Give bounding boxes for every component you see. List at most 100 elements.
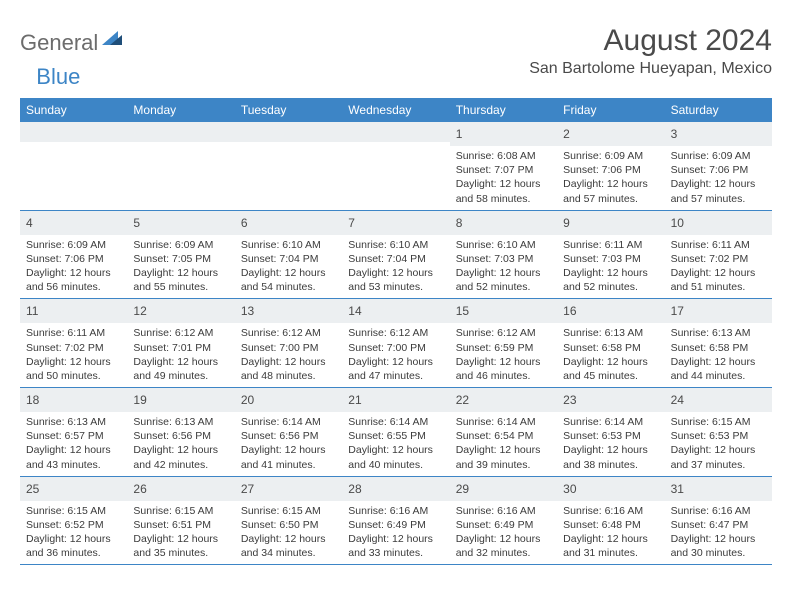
- day-number: 27: [241, 482, 254, 496]
- day-cell: 19Sunrise: 6:13 AMSunset: 6:56 PMDayligh…: [127, 388, 234, 476]
- day-cell: 21Sunrise: 6:14 AMSunset: 6:55 PMDayligh…: [342, 388, 449, 476]
- day-details: Sunrise: 6:14 AMSunset: 6:55 PMDaylight:…: [342, 412, 449, 476]
- day-cell: 16 Sunrise: 6:13 AMSunset: 6:58 PMDayligh…: [557, 299, 664, 387]
- daylight-line: Daylight: 12 hours and 48 minutes.: [241, 355, 336, 383]
- sunrise-line: Sunrise: 6:09 AM: [671, 149, 766, 163]
- sunset-line: Sunset: 7:03 PM: [563, 252, 658, 266]
- daynum-bar: 20: [235, 388, 342, 412]
- day-cell: 5Sunrise: 6:09 AMSunset: 7:05 PMDaylight…: [127, 211, 234, 299]
- sunset-line: Sunset: 7:00 PM: [348, 341, 443, 355]
- dow-friday: Friday: [557, 98, 664, 122]
- daynum-bar: 10: [665, 211, 772, 235]
- brand-logo: General: [20, 30, 126, 56]
- day-details: Sunrise: 6:10 AMSunset: 7:04 PMDaylight:…: [342, 235, 449, 299]
- daylight-line: Daylight: 12 hours and 38 minutes.: [563, 443, 658, 471]
- daynum-bar: 5: [127, 211, 234, 235]
- day-number: 12: [133, 304, 146, 318]
- day-details: Sunrise: 6:09 AMSunset: 7:06 PMDaylight:…: [557, 146, 664, 210]
- day-number: 31: [671, 482, 684, 496]
- sunrise-line: Sunrise: 6:16 AM: [456, 504, 551, 518]
- day-cell: 24Sunrise: 6:15 AMSunset: 6:53 PMDayligh…: [665, 388, 772, 476]
- day-cell: 26Sunrise: 6:15 AMSunset: 6:51 PMDayligh…: [127, 477, 234, 565]
- sunset-line: Sunset: 6:51 PM: [133, 518, 228, 532]
- daynum-bar: 16: [557, 299, 664, 323]
- sunset-line: Sunset: 6:55 PM: [348, 429, 443, 443]
- daynum-bar: 14: [342, 299, 449, 323]
- week-row: 11Sunrise: 6:11 AMSunset: 7:02 PMDayligh…: [20, 299, 772, 388]
- sunrise-line: Sunrise: 6:11 AM: [26, 326, 121, 340]
- day-details: Sunrise: 6:13 AMSunset: 6:57 PMDaylight:…: [20, 412, 127, 476]
- day-details: Sunrise: 6:11 AMSunset: 7:02 PMDaylight:…: [20, 323, 127, 387]
- daynum-bar: 27: [235, 477, 342, 501]
- week-row: 4Sunrise: 6:09 AMSunset: 7:06 PMDaylight…: [20, 211, 772, 300]
- sunset-line: Sunset: 7:07 PM: [456, 163, 551, 177]
- sunset-line: Sunset: 6:48 PM: [563, 518, 658, 532]
- sunset-line: Sunset: 6:52 PM: [26, 518, 121, 532]
- day-details: Sunrise: 6:12 AMSunset: 7:01 PMDaylight:…: [127, 323, 234, 387]
- day-details: Sunrise: 6:08 AMSunset: 7:07 PMDaylight:…: [450, 146, 557, 210]
- daynum-bar: 26: [127, 477, 234, 501]
- sunrise-line: Sunrise: 6:13 AM: [563, 326, 658, 340]
- sunset-line: Sunset: 7:06 PM: [563, 163, 658, 177]
- daynum-bar: 31: [665, 477, 772, 501]
- day-details: Sunrise: 6:10 AMSunset: 7:04 PMDaylight:…: [235, 235, 342, 299]
- daynum-bar: 9: [557, 211, 664, 235]
- day-details: Sunrise: 6:14 AMSunset: 6:53 PMDaylight:…: [557, 412, 664, 476]
- day-cell: 10Sunrise: 6:11 AMSunset: 7:02 PMDayligh…: [665, 211, 772, 299]
- dow-tuesday: Tuesday: [235, 98, 342, 122]
- dow-monday: Monday: [127, 98, 234, 122]
- calendar-page: General August 2024 San Bartolome Hueyap…: [0, 0, 792, 577]
- daylight-line: Daylight: 12 hours and 58 minutes.: [456, 177, 551, 205]
- daynum-bar: 7: [342, 211, 449, 235]
- dow-saturday: Saturday: [665, 98, 772, 122]
- sunrise-line: Sunrise: 6:10 AM: [456, 238, 551, 252]
- day-cell: 6Sunrise: 6:10 AMSunset: 7:04 PMDaylight…: [235, 211, 342, 299]
- day-details: Sunrise: 6:16 AMSunset: 6:49 PMDaylight:…: [342, 501, 449, 565]
- day-details: Sunrise: 6:13 AMSunset: 6:58 PMDaylight:…: [557, 323, 664, 387]
- sunrise-line: Sunrise: 6:09 AM: [133, 238, 228, 252]
- daylight-line: Daylight: 12 hours and 36 minutes.: [26, 532, 121, 560]
- daylight-line: Daylight: 12 hours and 54 minutes.: [241, 266, 336, 294]
- sunrise-line: Sunrise: 6:12 AM: [133, 326, 228, 340]
- daynum-bar: 28: [342, 477, 449, 501]
- day-cell: 8Sunrise: 6:10 AMSunset: 7:03 PMDaylight…: [450, 211, 557, 299]
- day-cell: 28Sunrise: 6:16 AMSunset: 6:49 PMDayligh…: [342, 477, 449, 565]
- day-details: Sunrise: 6:14 AMSunset: 6:56 PMDaylight:…: [235, 412, 342, 476]
- daynum-bar: 2: [557, 122, 664, 146]
- day-cell: 7 Sunrise: 6:10 AMSunset: 7:04 PMDaylight…: [342, 211, 449, 299]
- daynum-bar: 17: [665, 299, 772, 323]
- sunrise-line: Sunrise: 6:14 AM: [241, 415, 336, 429]
- day-number: 7: [348, 216, 355, 230]
- daylight-line: Daylight: 12 hours and 45 minutes.: [563, 355, 658, 383]
- daylight-line: Daylight: 12 hours and 55 minutes.: [133, 266, 228, 294]
- brand-triangle-icon: [102, 29, 124, 52]
- daynum-bar: 3: [665, 122, 772, 146]
- sunset-line: Sunset: 6:58 PM: [671, 341, 766, 355]
- daylight-line: Daylight: 12 hours and 42 minutes.: [133, 443, 228, 471]
- day-number: 22: [456, 393, 469, 407]
- day-cell: 13Sunrise: 6:12 AMSunset: 7:00 PMDayligh…: [235, 299, 342, 387]
- day-number: 26: [133, 482, 146, 496]
- day-details: Sunrise: 6:15 AMSunset: 6:52 PMDaylight:…: [20, 501, 127, 565]
- empty-daynum-bar: [20, 122, 127, 142]
- daylight-line: Daylight: 12 hours and 31 minutes.: [563, 532, 658, 560]
- day-cell: 27Sunrise: 6:15 AMSunset: 6:50 PMDayligh…: [235, 477, 342, 565]
- daynum-bar: 4: [20, 211, 127, 235]
- day-cell: [20, 122, 127, 210]
- sunrise-line: Sunrise: 6:14 AM: [563, 415, 658, 429]
- day-details: Sunrise: 6:11 AMSunset: 7:03 PMDaylight:…: [557, 235, 664, 299]
- sunrise-line: Sunrise: 6:13 AM: [133, 415, 228, 429]
- sunrise-line: Sunrise: 6:15 AM: [671, 415, 766, 429]
- day-number: 15: [456, 304, 469, 318]
- sunrise-line: Sunrise: 6:13 AM: [26, 415, 121, 429]
- daynum-bar: 18: [20, 388, 127, 412]
- sunset-line: Sunset: 6:47 PM: [671, 518, 766, 532]
- daylight-line: Daylight: 12 hours and 40 minutes.: [348, 443, 443, 471]
- sunset-line: Sunset: 6:54 PM: [456, 429, 551, 443]
- daynum-bar: 8: [450, 211, 557, 235]
- day-number: 16: [563, 304, 576, 318]
- sunrise-line: Sunrise: 6:14 AM: [456, 415, 551, 429]
- daylight-line: Daylight: 12 hours and 33 minutes.: [348, 532, 443, 560]
- day-cell: 22Sunrise: 6:14 AMSunset: 6:54 PMDayligh…: [450, 388, 557, 476]
- sunset-line: Sunset: 7:04 PM: [241, 252, 336, 266]
